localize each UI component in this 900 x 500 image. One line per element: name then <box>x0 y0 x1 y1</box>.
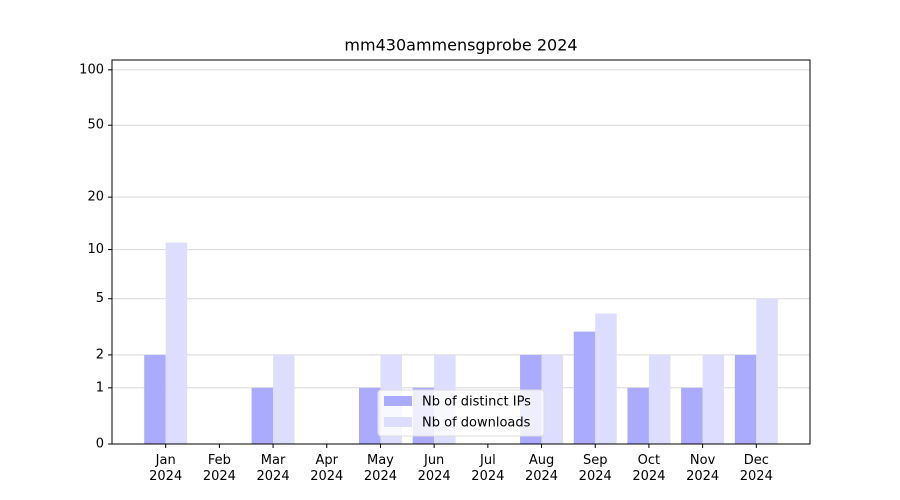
bar <box>165 242 188 444</box>
legend-swatch <box>384 417 412 427</box>
y-tick-label: 2 <box>96 347 104 362</box>
bar <box>273 354 295 444</box>
x-tick-label: Apr 2024 <box>310 453 344 484</box>
bar <box>573 331 596 444</box>
bar <box>144 354 166 444</box>
x-tick-label: Mar 2024 <box>256 453 290 484</box>
plot-frame <box>111 59 811 445</box>
legend: Nb of distinct IPs Nb of downloads <box>377 389 545 437</box>
x-tick-label: Sep 2024 <box>578 453 612 484</box>
y-tick-label: 5 <box>96 291 104 306</box>
bar <box>648 354 671 444</box>
bar <box>541 354 564 444</box>
legend-label: Nb of distinct IPs <box>422 395 531 410</box>
x-tick-label: Oct 2024 <box>632 453 666 484</box>
y-tick-label: 10 <box>87 242 104 257</box>
x-tick-label: Dec 2024 <box>739 453 773 484</box>
legend-label: Nb of downloads <box>422 416 531 431</box>
bar <box>702 354 725 444</box>
y-tick-label: 0 <box>96 437 104 452</box>
y-tick-label: 50 <box>87 118 104 133</box>
x-tick-label: May 2024 <box>363 453 397 484</box>
bar <box>595 313 617 444</box>
y-tick-label: 100 <box>79 62 104 77</box>
bar <box>734 354 757 444</box>
bar <box>756 298 778 444</box>
legend-swatch <box>384 396 412 406</box>
x-tick-label: Jan 2024 <box>149 453 183 484</box>
x-tick-label: Jun 2024 <box>417 453 451 484</box>
chart-title: mm430ammensgprobe 2024 <box>344 36 577 55</box>
bar <box>358 387 381 444</box>
x-tick-label: Nov 2024 <box>686 453 720 484</box>
x-tick-label: Jul 2024 <box>471 453 505 484</box>
legend-box <box>377 389 545 437</box>
bar <box>251 387 274 444</box>
bar <box>627 387 649 444</box>
x-tick-label: Feb 2024 <box>202 453 236 484</box>
y-tick-label: 20 <box>87 190 104 205</box>
x-tick-label: Aug 2024 <box>524 453 559 484</box>
bar <box>681 387 703 444</box>
y-tick-label: 1 <box>96 380 104 395</box>
